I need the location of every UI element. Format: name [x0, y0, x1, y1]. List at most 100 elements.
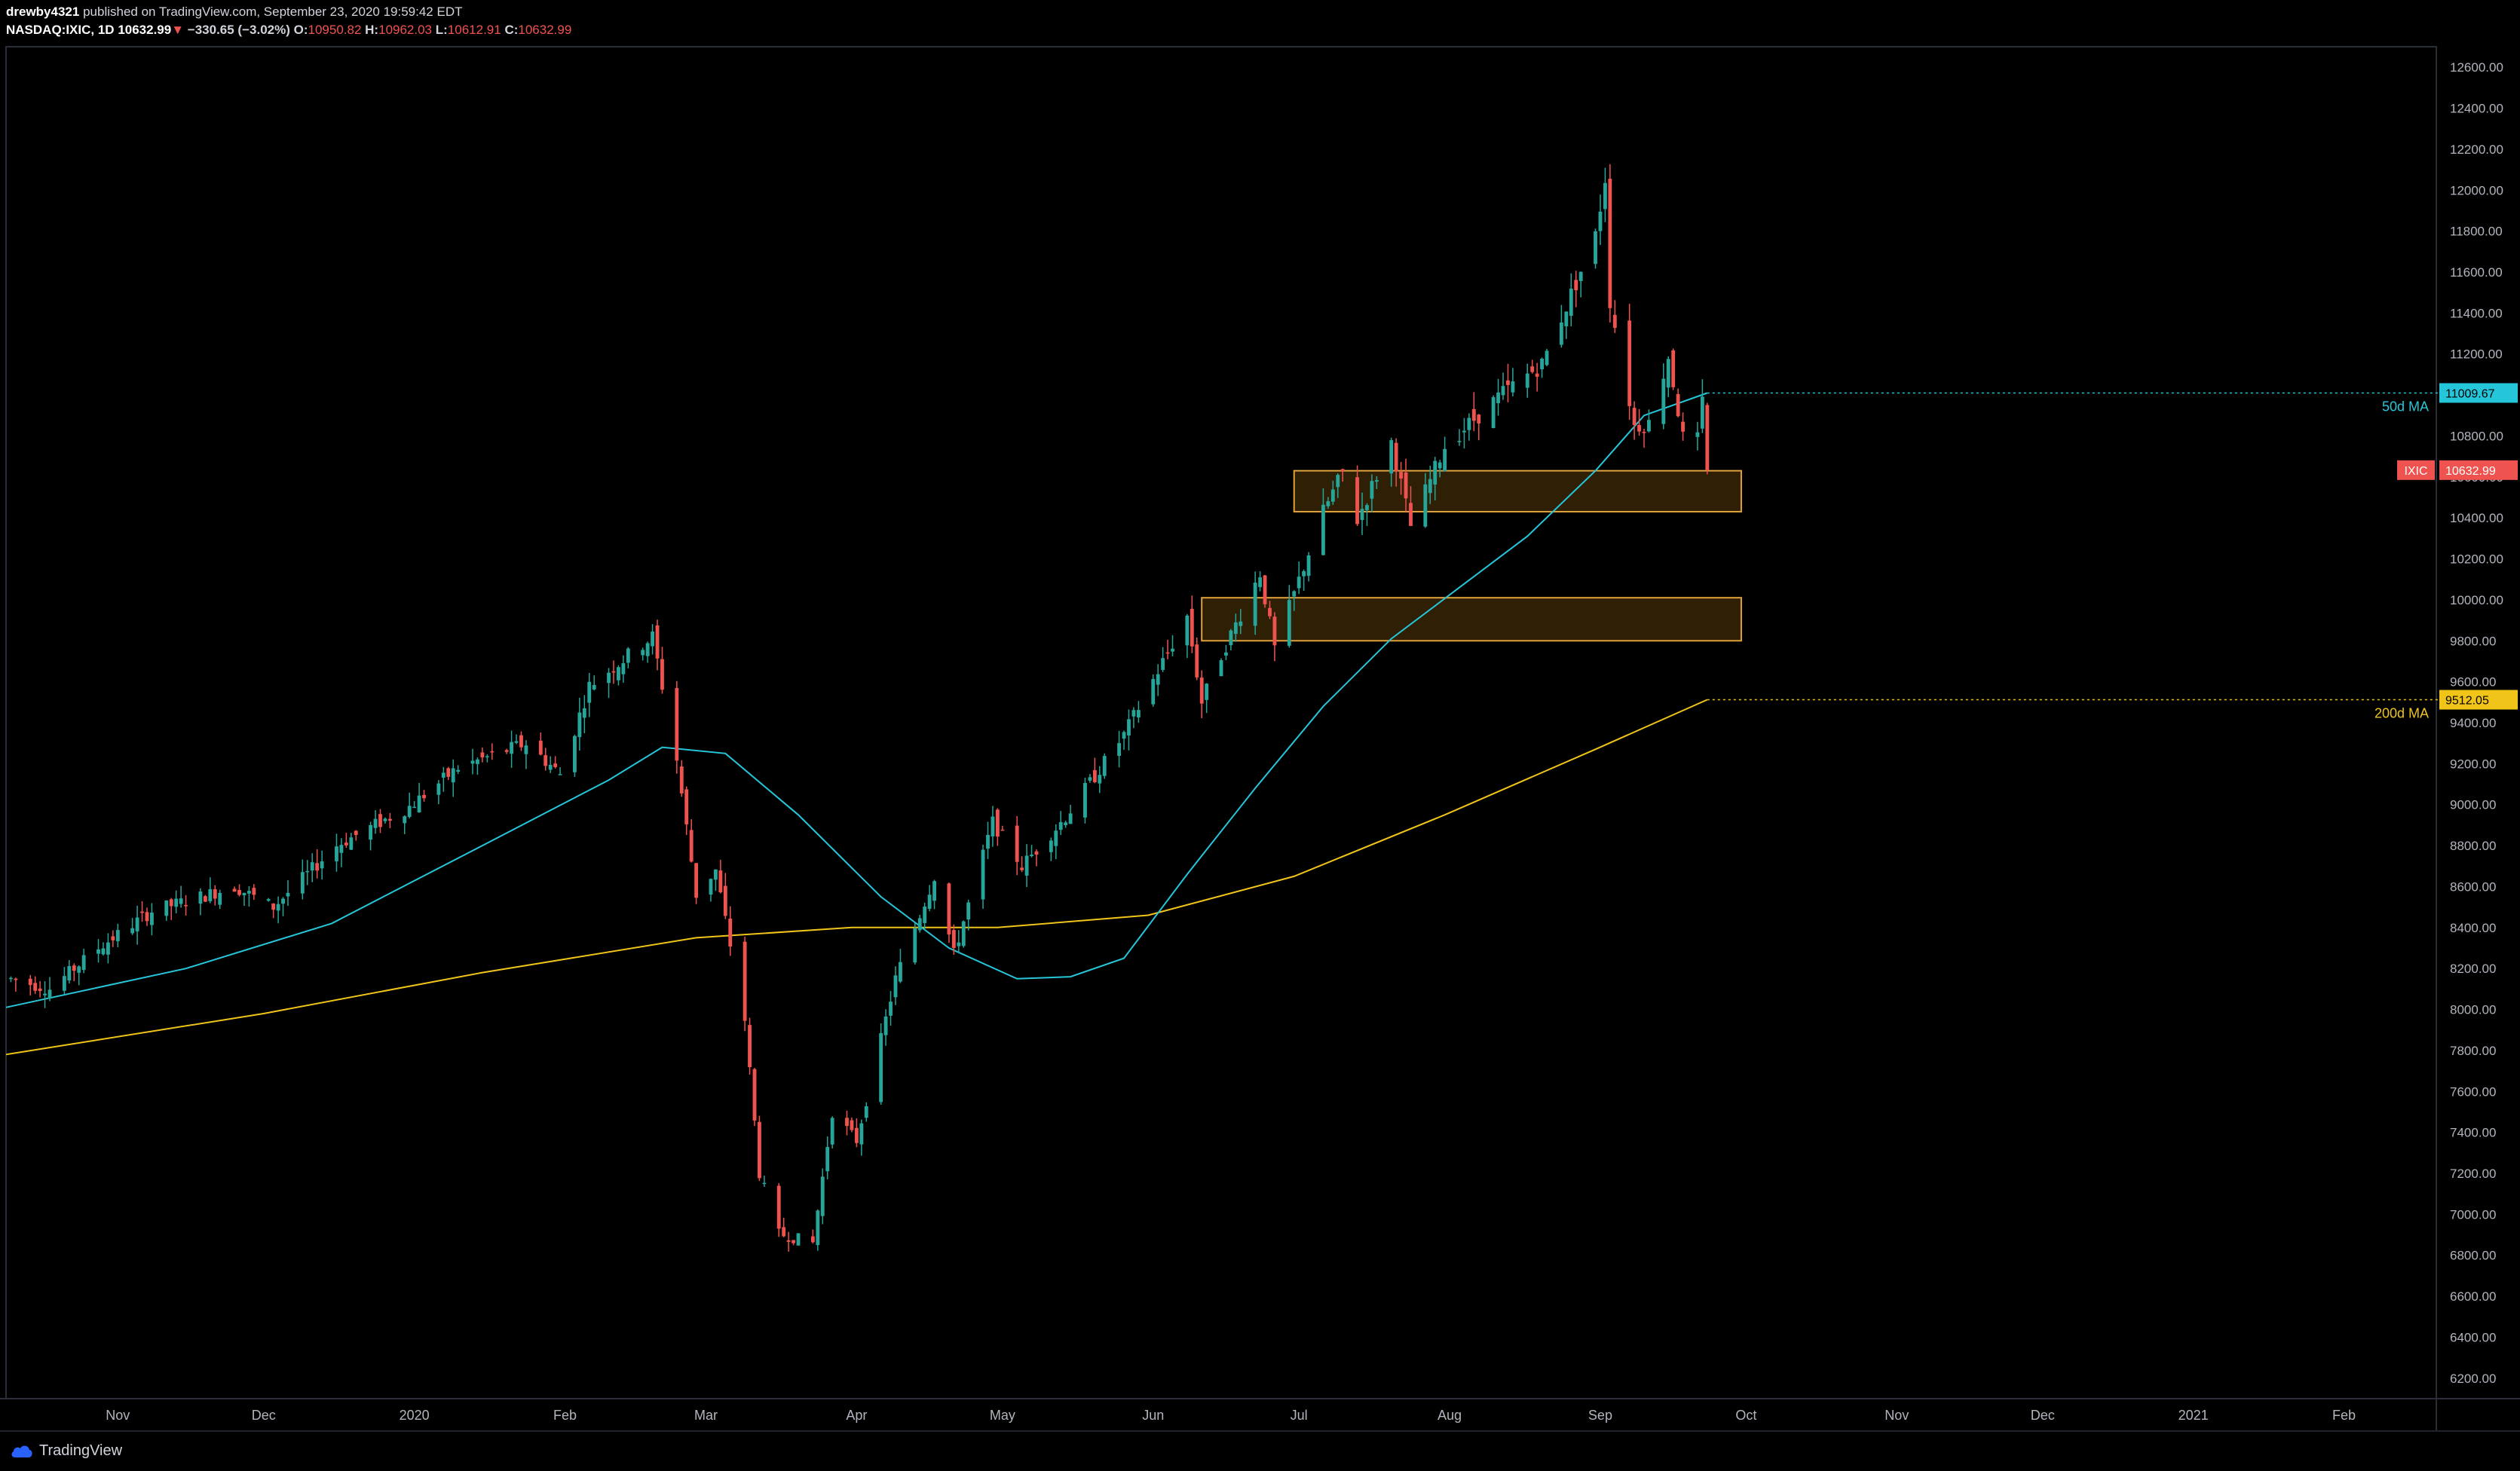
candle-body — [1020, 867, 1024, 870]
price-tick-label: 12600.00 — [2450, 60, 2503, 75]
price-tick-label: 12200.00 — [2450, 142, 2503, 157]
price-tick-label: 9200.00 — [2450, 757, 2496, 771]
candle-body — [1292, 591, 1297, 597]
candle-body — [660, 659, 664, 690]
candle-body — [96, 949, 100, 954]
candle-body — [81, 955, 86, 971]
candle-body — [1199, 677, 1204, 704]
candles[interactable] — [9, 164, 1710, 1252]
price-tick-label: 6400.00 — [2450, 1330, 2496, 1344]
candle-body — [213, 889, 217, 899]
candle-body — [164, 900, 169, 916]
candle-body — [679, 766, 684, 794]
ma200-path — [5, 699, 1708, 1056]
candle-body — [1569, 289, 1573, 317]
candle-body — [655, 625, 660, 659]
candle-body — [1491, 397, 1496, 428]
price-tick-label: 9000.00 — [2450, 798, 2496, 812]
candle-body — [1433, 460, 1438, 485]
candle-body — [1131, 710, 1136, 717]
candle-body — [743, 941, 747, 1021]
candle-body — [694, 863, 699, 898]
candle-body — [558, 774, 562, 775]
price-tick-label: 6800.00 — [2450, 1249, 2496, 1263]
candle-body — [320, 861, 324, 869]
ma200-line — [5, 699, 1708, 1056]
price-tick-label: 11800.00 — [2450, 225, 2503, 239]
candle-body — [115, 930, 120, 941]
candle-body — [246, 891, 251, 894]
ohlc-legend: NASDAQ:IXIC, 1D 10632.99▼ −330.65 (−3.02… — [6, 21, 2418, 39]
symbol-tag — [2397, 460, 2435, 480]
candle-body — [1340, 469, 1345, 472]
candle-body — [1151, 679, 1156, 705]
candle-body — [1700, 396, 1704, 429]
candle-body — [387, 818, 392, 821]
price-chart[interactable]: 6200.00 6400.00 6600.00 6800.00 7000.00 7200.… — [0, 0, 2520, 1430]
candle-body — [1161, 658, 1165, 670]
candle-body — [1511, 381, 1515, 393]
candle-body — [339, 845, 344, 853]
candle-body — [111, 936, 115, 940]
low-value: 10612.91 — [447, 23, 501, 37]
candle-body — [1676, 393, 1680, 417]
tradingview-logo[interactable]: TradingView — [11, 1442, 122, 1460]
symbol-label[interactable]: NASDAQ:IXIC, 1D — [6, 23, 115, 37]
candle-body — [412, 806, 417, 809]
candle-body — [825, 1147, 830, 1172]
candle-body — [1330, 489, 1335, 502]
candle-body — [1030, 855, 1033, 857]
candle-body — [344, 843, 348, 846]
candle-body — [1545, 350, 1549, 365]
candle-body — [480, 752, 485, 757]
time-axis[interactable]: Nov Dec 2020 Feb Mar Apr May Jun Jul Aug Sep Oct Nov… — [106, 1408, 2356, 1423]
candle-body — [208, 888, 213, 901]
candle-body — [490, 751, 495, 753]
time-tick-label: Sep — [1588, 1408, 1612, 1423]
candle-body — [899, 962, 902, 982]
candle-body — [33, 983, 38, 991]
price-tick-label: 10200.00 — [2450, 552, 2503, 567]
candle-body — [986, 834, 990, 849]
candle-body — [816, 1210, 820, 1246]
ma50-value-tag — [2439, 383, 2518, 403]
time-tick-label: Aug — [1438, 1408, 1462, 1423]
price-tick-label: 6600.00 — [2450, 1289, 2496, 1304]
candle-body — [883, 1016, 888, 1035]
candle-body — [1306, 555, 1311, 576]
candle-body — [407, 806, 412, 817]
candle-body — [830, 1118, 834, 1145]
candle-body — [373, 818, 378, 828]
candle-body — [728, 918, 733, 947]
candle-body — [1229, 630, 1233, 646]
candle-body — [1054, 830, 1058, 846]
candle-body — [543, 755, 548, 766]
candle-body — [932, 881, 936, 901]
candle-body — [1409, 503, 1413, 526]
candle-body — [1034, 851, 1039, 855]
author-name[interactable]: drewby4321 — [6, 5, 80, 19]
support-zone-1 — [1293, 469, 1742, 513]
candle-body — [1233, 622, 1238, 635]
candle-body — [14, 978, 18, 980]
candle-body — [335, 846, 338, 861]
candle-body — [1336, 475, 1340, 488]
candle-body — [9, 977, 13, 980]
price-axis[interactable]: 6200.00 6400.00 6600.00 6800.00 7000.00 7200.… — [2450, 60, 2503, 1386]
candle-body — [1297, 576, 1301, 589]
price-tick-label: 6200.00 — [2450, 1372, 2496, 1386]
candle-body — [1428, 479, 1432, 494]
close-value: 10632.99 — [518, 23, 572, 37]
candle-body — [1594, 231, 1597, 265]
candle-body — [1205, 684, 1209, 700]
candle-body — [1530, 366, 1535, 372]
candle-body — [1695, 432, 1700, 437]
candle-body — [300, 872, 305, 894]
candle-body — [1239, 621, 1243, 626]
time-tick-label: Jul — [1291, 1408, 1308, 1423]
candle-body — [957, 942, 961, 947]
candle-body — [1661, 378, 1666, 424]
price-tick-label: 7200.00 — [2450, 1167, 2496, 1181]
candle-body — [577, 712, 582, 738]
candle-body — [889, 1002, 893, 1016]
